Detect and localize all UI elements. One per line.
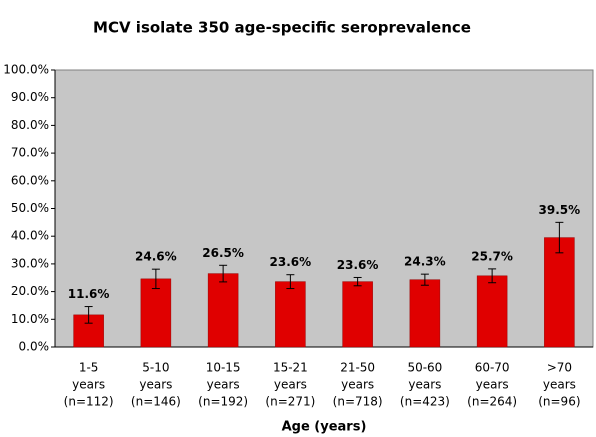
x-tick-label: 21-50 [340, 361, 375, 375]
y-tick-label: 40.0% [11, 229, 49, 243]
value-label: 24.6% [135, 250, 177, 264]
x-tick-label: years [274, 378, 307, 392]
x-tick-label: (n=718) [333, 395, 383, 409]
error-bar [420, 273, 429, 286]
error-bar [286, 274, 295, 290]
x-tick-label: >70 [547, 361, 572, 375]
x-tick-label: years [139, 378, 172, 392]
bar [275, 281, 306, 348]
plot-area [54, 69, 594, 348]
bar [409, 279, 441, 348]
bar [544, 237, 575, 348]
x-tick-label: years [207, 378, 240, 392]
x-tick-label: (n=146) [131, 395, 181, 409]
y-tick-label: 20.0% [11, 284, 49, 298]
x-tick-label: (n=192) [198, 395, 248, 409]
y-tick-label: 30.0% [11, 256, 49, 270]
x-tick-label: (n=423) [400, 395, 450, 409]
error-bar [555, 221, 564, 254]
x-tick-label: years [408, 378, 441, 392]
x-tick-label: years [476, 378, 509, 392]
value-label: 39.5% [539, 203, 581, 217]
x-axis-title: Age (years) [282, 420, 367, 435]
x-tick-label: (n=264) [467, 395, 517, 409]
error-bar [151, 268, 160, 290]
value-label: 25.7% [471, 249, 513, 263]
x-tick-label: years [543, 378, 576, 392]
value-label: 26.5% [202, 246, 244, 260]
y-tick-label: 80.0% [11, 118, 49, 132]
value-label: 23.6% [337, 258, 379, 272]
y-tick-label: 70.0% [11, 146, 49, 160]
x-tick-label: (n=112) [64, 395, 114, 409]
y-tick-label: 90.0% [11, 90, 49, 104]
error-bar [84, 306, 93, 324]
bar [73, 314, 104, 348]
x-tick-label: years [72, 378, 105, 392]
bar [207, 273, 239, 348]
x-tick-label: years [341, 378, 374, 392]
error-bar [488, 268, 497, 284]
y-tick-label: 50.0% [11, 201, 49, 215]
bar [140, 278, 172, 348]
y-tick-label: 10.0% [11, 312, 49, 326]
chart-title: MCV isolate 350 age-specific seroprevale… [93, 19, 471, 37]
bar [342, 281, 373, 348]
y-tick-label: 60.0% [11, 173, 49, 187]
y-tick-label: 0.0% [19, 340, 50, 354]
error-bar [353, 276, 362, 287]
y-tick-label: 100.0% [3, 63, 49, 77]
value-label: 23.6% [270, 255, 312, 269]
x-tick-label: 10-15 [206, 361, 241, 375]
x-tick-label: 60-70 [475, 361, 510, 375]
x-tick-label: 50-60 [407, 361, 442, 375]
x-tick-label: (n=96) [538, 395, 580, 409]
x-tick-label: (n=271) [265, 395, 315, 409]
value-label: 11.6% [68, 287, 110, 301]
x-tick-label: 5-10 [142, 361, 169, 375]
bar [476, 275, 508, 348]
x-tick-label: 1-5 [79, 361, 99, 375]
error-bar [219, 264, 228, 283]
x-tick-label: 15-21 [273, 361, 308, 375]
value-label: 24.3% [404, 255, 446, 269]
